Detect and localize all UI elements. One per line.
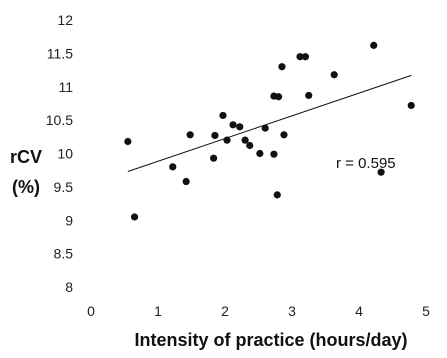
x-tick-label: 4 [355,303,363,319]
data-point [223,136,231,144]
data-point [330,71,338,79]
x-tick-label: 1 [154,303,162,319]
x-tick-label: 0 [87,303,95,319]
data-point [130,213,139,221]
data-point [278,63,286,71]
data-point [186,131,194,139]
y-tick-label: 12 [57,12,73,28]
data-point [246,141,254,150]
data-point [305,91,313,100]
y-axis-title-line-1: rCV [10,147,42,167]
y-tick-label: 8.5 [54,246,74,262]
y-tick-label: 9.5 [54,179,74,195]
data-point [275,93,283,101]
data-point [169,163,177,171]
data-point [236,123,244,131]
y-tick-label: 8 [65,279,73,295]
data-point [273,191,281,199]
y-axis-tick-labels: 8 8.5 9 9.5 10 10.5 11 11.5 12 [46,12,73,295]
data-point [270,150,278,158]
data-point [124,137,132,146]
x-tick-label: 5 [422,303,430,319]
data-point [370,41,378,49]
data-point [296,53,304,61]
y-tick-label: 10.5 [46,112,73,128]
y-tick-label: 11.5 [47,45,73,61]
y-axis-title-line-2: (%) [12,177,40,197]
x-tick-label: 3 [288,303,296,319]
data-point [377,168,385,176]
correlation-annotation: r = 0.595 [336,155,396,172]
data-point [241,136,249,144]
data-point [280,131,288,139]
x-tick-label: 2 [221,303,229,319]
y-tick-label: 9 [65,212,73,228]
data-point [211,131,219,140]
data-point [301,53,309,61]
data-point [407,101,415,110]
data-point [229,121,237,129]
data-point [261,124,269,132]
trendline [127,74,412,172]
y-tick-label: 10 [57,146,73,162]
data-point [256,149,264,158]
data-points [124,41,415,221]
y-tick-label: 11 [58,79,73,95]
x-axis-tick-labels: 0 1 2 3 4 5 [87,303,430,319]
data-point [210,154,218,162]
data-point [182,177,190,186]
x-axis-title: Intensity of practice (hours/day) [134,330,407,350]
data-point [219,111,227,120]
